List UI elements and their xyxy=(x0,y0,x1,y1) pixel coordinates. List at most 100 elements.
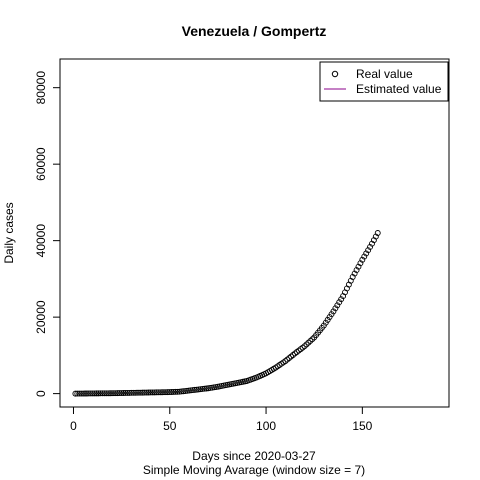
data-point xyxy=(303,341,310,348)
x-tick-label: 50 xyxy=(163,419,177,433)
data-point xyxy=(176,388,183,395)
data-point xyxy=(195,386,202,393)
data-point xyxy=(76,390,83,397)
legend-estimated-value-label: Estimated value xyxy=(356,82,442,96)
data-point xyxy=(78,390,85,397)
legend-real-value-label: Real value xyxy=(356,67,413,81)
data-point xyxy=(172,388,179,395)
data-point xyxy=(168,389,175,395)
data-point xyxy=(336,299,343,306)
x-axis-subtitle: Simple Moving Avarage (window size = 7) xyxy=(143,463,365,477)
data-point xyxy=(162,389,169,396)
data-point xyxy=(87,390,94,397)
data-point xyxy=(105,390,112,397)
data-point xyxy=(89,390,96,397)
data-point xyxy=(141,389,148,396)
data-point xyxy=(197,386,204,393)
data-point xyxy=(155,389,162,396)
data-point xyxy=(363,250,370,257)
data-point xyxy=(136,389,142,396)
data-point xyxy=(128,389,135,396)
y-tick-label: 80000 xyxy=(34,71,48,105)
x-tick-label: 100 xyxy=(256,419,276,433)
data-point xyxy=(188,387,194,394)
data-point xyxy=(309,336,316,343)
data-point xyxy=(182,388,189,394)
data-point xyxy=(174,388,181,395)
data-point xyxy=(184,387,191,394)
data-point xyxy=(149,389,156,396)
data-point xyxy=(132,389,139,396)
y-tick-label: 40000 xyxy=(34,224,48,258)
data-point xyxy=(110,390,117,397)
data-point xyxy=(109,390,115,397)
data-point xyxy=(145,389,152,396)
data-point xyxy=(139,389,146,396)
data-point xyxy=(85,390,92,397)
data-point xyxy=(95,390,102,397)
data-point xyxy=(93,390,100,397)
data-point xyxy=(191,386,198,393)
data-point xyxy=(80,390,87,397)
data-point xyxy=(332,305,339,312)
data-point xyxy=(112,390,119,397)
y-tick-label: 0 xyxy=(34,390,48,397)
data-point xyxy=(334,302,341,309)
data-point xyxy=(143,389,150,396)
data-point xyxy=(361,253,368,260)
data-point xyxy=(134,389,140,396)
data-point xyxy=(118,390,125,396)
data-point xyxy=(114,390,121,397)
data-point xyxy=(161,389,167,396)
data-point xyxy=(166,389,173,396)
data-point xyxy=(116,390,123,397)
data-point xyxy=(124,389,131,396)
data-point xyxy=(157,389,164,396)
data-point xyxy=(164,389,171,396)
data-point xyxy=(103,390,110,397)
data-point xyxy=(193,386,200,393)
data-point xyxy=(365,247,372,254)
data-point xyxy=(153,389,160,396)
legend-box xyxy=(319,61,449,102)
data-point xyxy=(338,296,345,303)
data-point xyxy=(201,385,208,392)
data-point xyxy=(374,230,381,236)
data-point xyxy=(126,389,133,396)
data-point xyxy=(137,389,144,396)
data-point xyxy=(170,388,177,395)
data-point xyxy=(199,385,206,392)
plot-frame xyxy=(59,58,450,408)
data-point xyxy=(159,389,166,396)
data-point xyxy=(180,388,187,395)
real-value-series xyxy=(72,230,381,397)
data-point xyxy=(178,388,185,395)
data-point xyxy=(330,308,337,315)
data-point xyxy=(120,390,127,396)
data-point xyxy=(307,337,314,344)
legend-real-value-marker xyxy=(331,70,339,78)
data-point xyxy=(101,390,108,397)
x-tick-label: 150 xyxy=(352,419,372,433)
data-point xyxy=(99,390,106,397)
y-tick-label: 20000 xyxy=(34,300,48,334)
data-point xyxy=(107,390,114,397)
y-axis: 0 20000 40000 60000 80000 xyxy=(34,71,61,397)
data-point xyxy=(367,244,373,250)
data-point xyxy=(82,390,88,397)
x-axis: 0 50 100 150 xyxy=(70,406,373,433)
data-point xyxy=(203,385,210,392)
data-point xyxy=(151,389,158,396)
data-point xyxy=(186,387,192,394)
data-point xyxy=(359,256,366,263)
y-tick-label: 60000 xyxy=(34,147,48,181)
data-point xyxy=(91,390,98,397)
chart-title: Venezuela / Gompertz xyxy=(182,23,327,39)
data-point xyxy=(305,339,312,346)
data-point xyxy=(97,390,104,397)
x-tick-label: 0 xyxy=(70,419,77,433)
data-point xyxy=(122,390,129,396)
legend: Real value Estimated value xyxy=(319,61,449,102)
data-point xyxy=(74,390,81,397)
